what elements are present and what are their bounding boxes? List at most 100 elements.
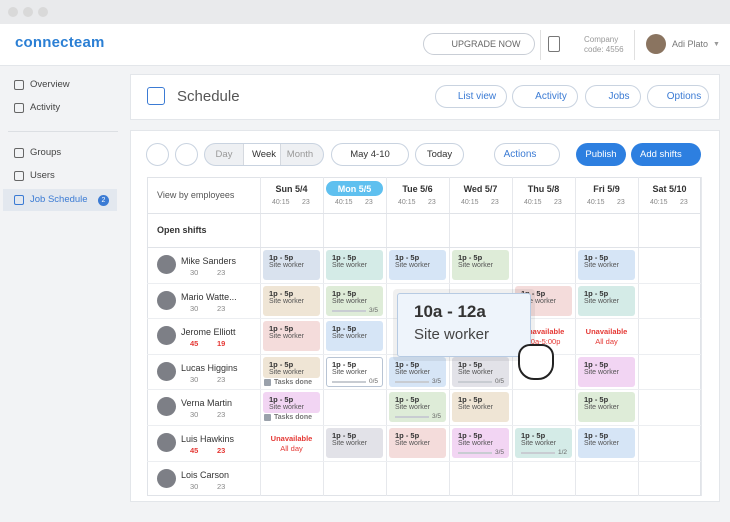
shift-time: 1p - 5p xyxy=(395,395,420,405)
employee-hours: 30 xyxy=(190,374,199,384)
sidebar-item[interactable]: Groups xyxy=(30,147,62,158)
shift[interactable]: 1p - 5p Site worker xyxy=(389,428,446,458)
shift-role: Site worker xyxy=(521,440,557,447)
user-name[interactable]: Adi Plato xyxy=(672,39,709,49)
shift[interactable]: 1p - 5p Site worker xyxy=(263,356,320,378)
employee-hours: 45 xyxy=(190,339,199,349)
shift[interactable]: 1p - 5p Site worker 3/5 xyxy=(389,356,446,387)
shift-time: 1p - 5p xyxy=(269,359,294,369)
grid-row-line xyxy=(147,247,701,248)
shift[interactable]: 1p - 5p Site worker 0/5 xyxy=(452,356,509,387)
avatar xyxy=(157,433,176,452)
shift-role: Site worker xyxy=(269,333,305,341)
employee-name[interactable]: Luis Hawkins xyxy=(181,434,235,444)
shift[interactable]: 1p - 5p Site worker xyxy=(263,250,320,280)
filter-button[interactable] xyxy=(175,143,198,166)
unavailable: Unavailable xyxy=(585,327,628,337)
today-button[interactable]: Today xyxy=(415,143,464,166)
sidebar-divider xyxy=(8,131,118,132)
date-range[interactable]: May 4-10 xyxy=(331,143,409,166)
avatar xyxy=(157,397,176,417)
shift[interactable]: 1p - 5p Site worker xyxy=(578,356,635,387)
company-code: code: 4556 xyxy=(584,45,624,54)
sidebar-item[interactable]: Activity xyxy=(30,102,61,113)
shift-time: 1p - 5p xyxy=(269,253,294,262)
window-dot xyxy=(8,7,18,17)
sidebar-item[interactable]: Overview xyxy=(30,79,70,90)
shift[interactable]: 1p - 5p Site worker 1/2 xyxy=(515,428,572,458)
shift[interactable]: 1p - 5p Site worker xyxy=(326,428,383,458)
day-label: Wed 5/7 xyxy=(463,184,498,194)
view-by[interactable]: View by employees xyxy=(157,190,235,200)
header-button[interactable]: List view xyxy=(435,85,507,108)
day-label: Sun 5/4 xyxy=(275,184,308,194)
day-hours: 40:15 xyxy=(587,199,605,206)
shift[interactable]: 1p - 5p Site worker xyxy=(578,285,635,316)
view-option[interactable]: Week xyxy=(251,149,277,160)
actions-button[interactable]: Actions xyxy=(494,143,560,166)
employee-name[interactable]: Verna Martin xyxy=(181,398,233,409)
shift-role: Site worker xyxy=(332,440,368,447)
shift[interactable]: 1p - 5p Site worker xyxy=(326,250,383,280)
company-label: Company xyxy=(584,35,619,44)
view-option[interactable]: Month xyxy=(286,149,314,160)
hand-cursor xyxy=(518,344,554,380)
window-dot xyxy=(38,7,48,17)
shift[interactable]: 1p - 5p Site worker xyxy=(389,250,446,280)
avatar xyxy=(157,326,176,346)
shift[interactable]: 1p - 5p Site worker 0/5 xyxy=(326,356,383,387)
upgrade-button[interactable]: UPGRADE NOW xyxy=(423,33,535,55)
sidebar-item[interactable]: Job Schedule xyxy=(30,194,88,205)
shift-time: 1p - 5p xyxy=(458,359,483,369)
view-option[interactable]: Day xyxy=(215,149,233,160)
shift[interactable]: 1p - 5p Site worker 3/5 xyxy=(326,285,383,316)
dropdown-caret: ▼ xyxy=(713,41,720,48)
view-week-bg xyxy=(243,144,281,165)
add-shifts-button[interactable]: Add shifts xyxy=(631,143,701,166)
day-hours: 40:15 xyxy=(398,199,416,206)
header-button[interactable]: Jobs xyxy=(585,85,641,108)
shift-role: Site worker xyxy=(584,368,620,376)
popup xyxy=(397,293,531,357)
shift[interactable]: 1p - 5p Site worker xyxy=(263,285,320,316)
employee-name[interactable]: Lucas Higgins xyxy=(181,362,238,373)
sidebar-item[interactable]: Users xyxy=(30,170,55,181)
shift[interactable]: 1p - 5p Site worker xyxy=(578,250,635,280)
shift-time: 1p - 5p xyxy=(269,395,294,405)
header-button[interactable]: Activity xyxy=(512,85,578,108)
shift[interactable]: 1p - 5p Site worker xyxy=(578,428,635,458)
sidebar-icon xyxy=(14,103,24,113)
shift-time: 1p - 5p xyxy=(332,324,357,334)
shift[interactable]: 1p - 5p Site worker xyxy=(578,392,635,423)
grid-col-line xyxy=(638,177,639,497)
grid-row-line xyxy=(147,425,701,426)
grid-col-line xyxy=(701,177,702,497)
employee-name[interactable]: Mike Sanders xyxy=(181,256,237,266)
employee-name[interactable]: Jerome Elliott xyxy=(181,327,236,338)
shift[interactable]: 1p - 5p Site worker 3/5 xyxy=(452,428,509,458)
window-dot xyxy=(23,7,33,17)
progress-bar xyxy=(332,309,366,312)
search-button[interactable] xyxy=(146,143,169,166)
shift-role: Site worker xyxy=(395,368,431,376)
header-button[interactable]: Options xyxy=(647,85,709,108)
shift[interactable]: 1p - 5p Site worker xyxy=(263,321,320,352)
shift-time: 1p - 5p xyxy=(584,253,609,262)
shift[interactable]: 1p - 5p Site worker xyxy=(452,392,509,423)
shift-time: 1p - 5p xyxy=(584,431,609,440)
shift[interactable]: 1p - 5p Site worker xyxy=(326,321,383,352)
shift[interactable]: 1p - 5p Site worker xyxy=(263,392,320,414)
shift-role: Site worker xyxy=(332,297,368,305)
shift-time: 1p - 5p xyxy=(269,288,294,298)
employee-name[interactable]: Lois Carson xyxy=(181,469,230,480)
sidebar-active xyxy=(3,189,117,211)
employee-name[interactable]: Mario Watte... xyxy=(181,291,237,302)
shift[interactable]: 1p - 5p Site worker xyxy=(452,250,509,280)
shift-time: 1p - 5p xyxy=(332,359,357,369)
shift[interactable]: 1p - 5p Site worker 3/5 xyxy=(389,392,446,423)
shift-role: Site worker xyxy=(584,404,620,412)
shift-role: Site worker xyxy=(332,262,368,269)
publish-button[interactable]: Publish xyxy=(576,143,626,166)
shift-role: Site worker xyxy=(521,297,557,305)
